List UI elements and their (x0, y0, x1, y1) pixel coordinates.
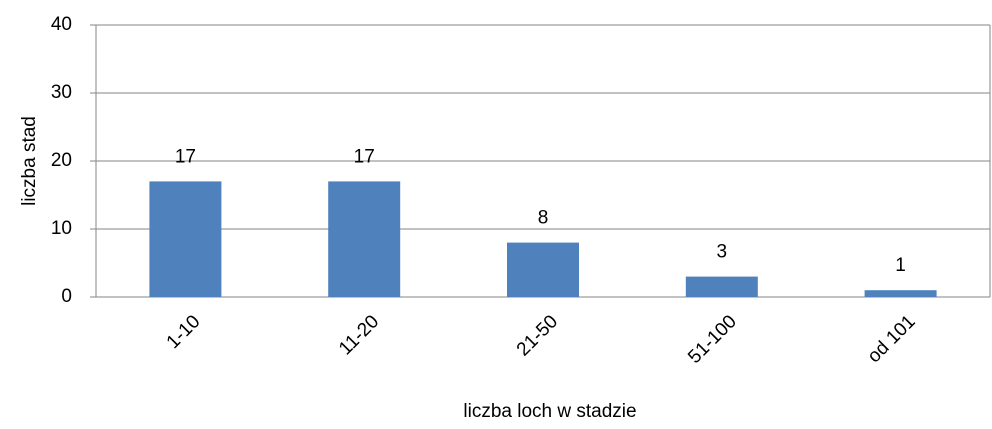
data-label: 17 (175, 146, 196, 167)
bar (149, 181, 222, 297)
bar (507, 242, 579, 297)
x-tick-label: 21-50 (513, 311, 562, 360)
data-label: 17 (354, 146, 375, 167)
y-axis-label: liczba stad (19, 116, 40, 206)
x-axis-label: liczba loch w stadzie (463, 401, 636, 422)
data-label: 3 (717, 242, 728, 263)
x-tick-label: 11-20 (335, 311, 383, 359)
bar (685, 276, 758, 297)
x-tick-label: 1-10 (163, 311, 205, 353)
y-tick-label: 40 (51, 14, 72, 35)
y-tick-label: 20 (51, 150, 72, 171)
y-tick-label: 0 (61, 286, 72, 307)
data-label: 1 (895, 255, 906, 276)
data-label: 8 (538, 208, 549, 229)
y-tick-label: 30 (51, 82, 72, 103)
bar (328, 181, 401, 297)
x-tick-label: od 101 (864, 311, 920, 367)
bar (864, 290, 937, 297)
x-tick-label: 51-100 (684, 311, 741, 368)
y-tick-label: 10 (51, 218, 72, 239)
